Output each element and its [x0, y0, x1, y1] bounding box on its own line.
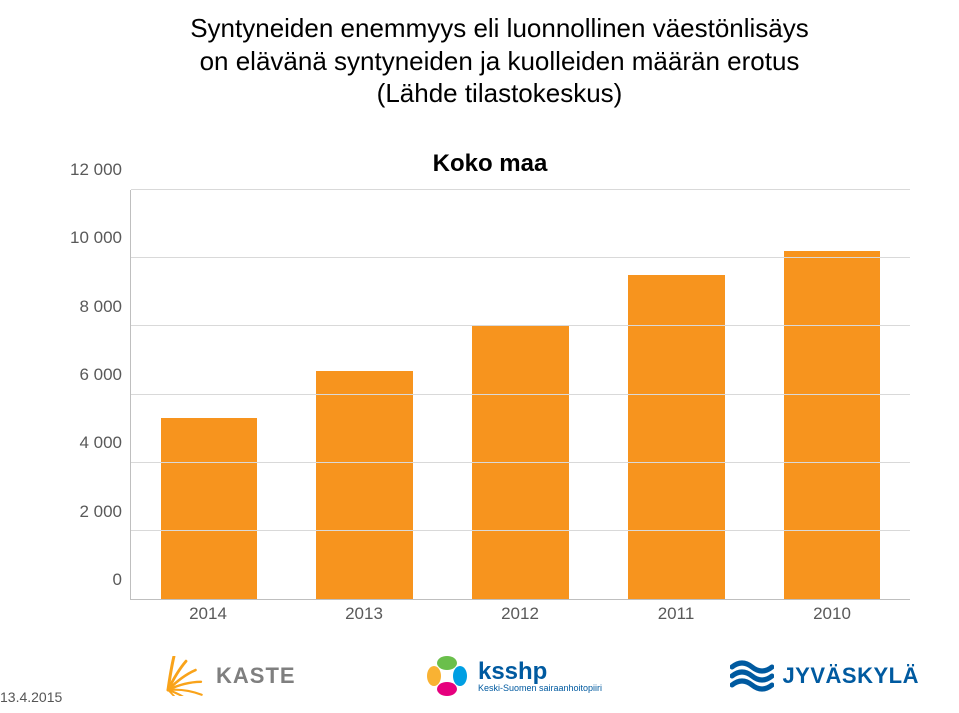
logo-kaste: KASTE	[160, 656, 296, 696]
ksshp-icon	[424, 653, 470, 699]
footer-date: 13.4.2015	[0, 689, 62, 705]
plot-area	[130, 190, 910, 600]
ksshp-label: ksshp	[478, 660, 602, 684]
title-line-3: (Lähde tilastokeskus)	[100, 77, 899, 110]
bars-container	[131, 190, 910, 599]
x-tick-label: 2012	[442, 604, 598, 630]
bar	[472, 326, 569, 599]
y-tick-label: 8 000	[79, 297, 122, 317]
jyvaskyla-label: JYVÄSKYLÄ	[782, 663, 919, 689]
bar	[161, 418, 258, 599]
y-tick-label: 4 000	[79, 433, 122, 453]
y-tick-label: 10 000	[70, 228, 122, 248]
gridline	[131, 462, 910, 463]
ksshp-sub: Keski-Suomen sairaanhoitopiiri	[478, 684, 602, 693]
bar-slot	[443, 190, 599, 599]
logo-ksshp: ksshp Keski-Suomen sairaanhoitopiiri	[424, 653, 602, 699]
x-tick-label: 2010	[754, 604, 910, 630]
gridline	[131, 530, 910, 531]
footer: 13.4.2015 KASTE ksshp Keski-Suomen saira…	[0, 647, 959, 707]
x-axis-labels: 20142013201220112010	[130, 604, 910, 630]
gridline	[131, 394, 910, 395]
jyvaskyla-icon	[730, 657, 774, 695]
bar-slot	[754, 190, 910, 599]
kaste-icon	[160, 656, 208, 696]
gridline	[131, 189, 910, 190]
y-tick-label: 2 000	[79, 502, 122, 522]
bar-chart: Koko maa 0 2 000 4 000 6 000 8 000 10 000 12 0…	[60, 150, 920, 630]
slide: Syntyneiden enemmyys eli luonnollinen vä…	[0, 0, 959, 713]
slide-title: Syntyneiden enemmyys eli luonnollinen vä…	[100, 12, 899, 110]
y-axis: 02 0004 0006 0008 00010 00012 000	[60, 190, 130, 600]
chart-title: Koko maa	[60, 150, 920, 178]
bar	[628, 275, 725, 599]
y-tick-label: 0	[113, 570, 122, 590]
gridline	[131, 257, 910, 258]
bar-slot	[598, 190, 754, 599]
x-tick-label: 2013	[286, 604, 442, 630]
title-line-1: Syntyneiden enemmyys eli luonnollinen vä…	[100, 12, 899, 45]
bar	[316, 371, 413, 599]
logo-jyvaskyla: JYVÄSKYLÄ	[730, 657, 919, 695]
title-line-2: on elävänä syntyneiden ja kuolleiden mää…	[100, 45, 899, 78]
kaste-label: KASTE	[216, 663, 296, 689]
bar-slot	[131, 190, 287, 599]
x-tick-label: 2011	[598, 604, 754, 630]
gridline	[131, 325, 910, 326]
y-tick-label: 6 000	[79, 365, 122, 385]
x-tick-label: 2014	[130, 604, 286, 630]
y-tick-label: 12 000	[70, 160, 122, 180]
bar	[784, 251, 881, 599]
footer-logos: KASTE ksshp Keski-Suomen sairaanhoitopii…	[160, 649, 919, 703]
bar-slot	[287, 190, 443, 599]
